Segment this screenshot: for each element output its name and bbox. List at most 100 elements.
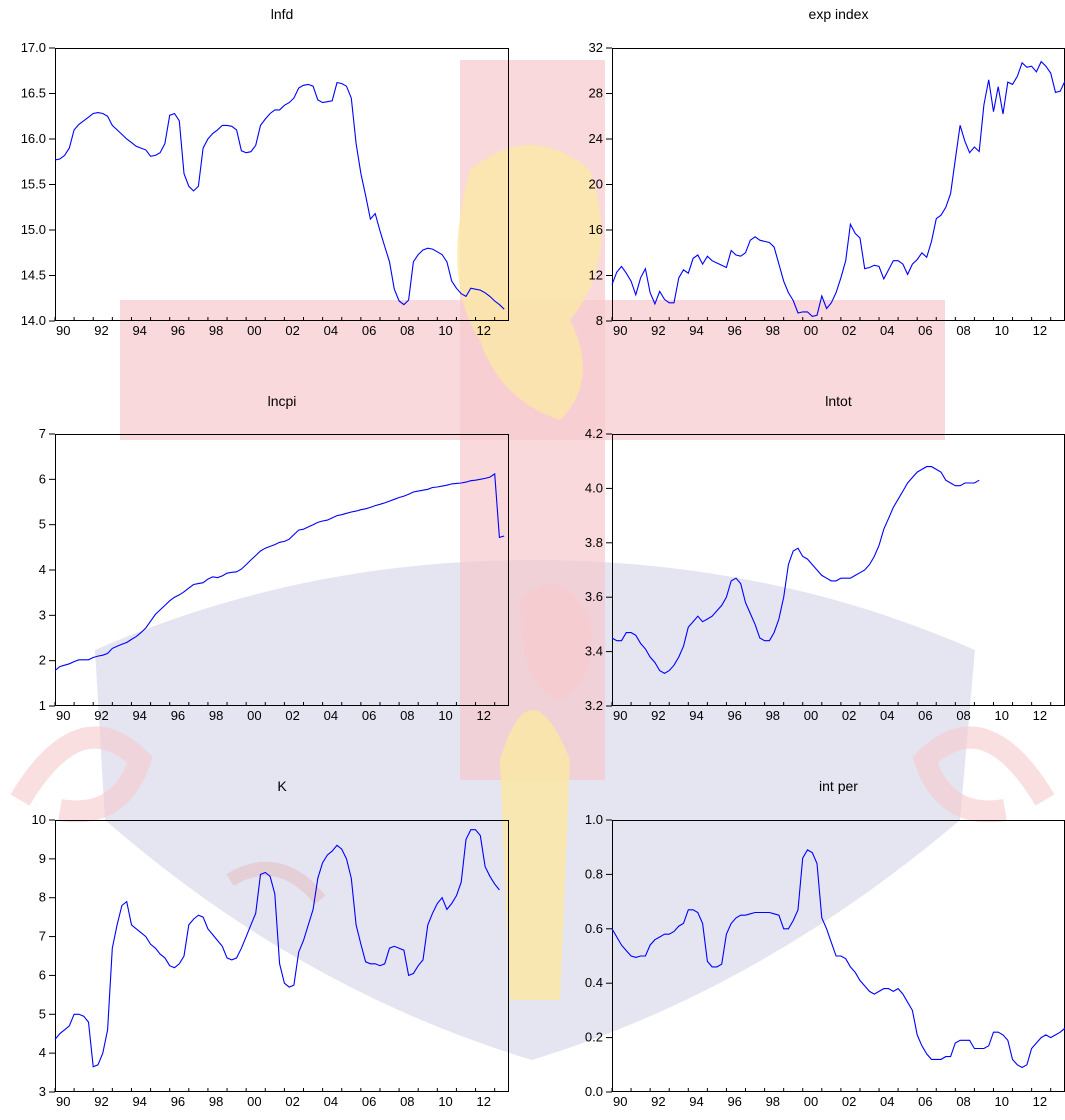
y-tick-label: 7 [39,929,46,944]
x-tick-label: 98 [209,323,223,338]
y-tick-label: 0.8 [585,866,603,881]
x-tick-label: 10 [438,323,452,338]
y-tick-label: 1 [39,698,46,713]
y-tick-label: 16 [589,222,603,237]
x-tick-label: 00 [804,1094,818,1109]
chart-panel: lntot 3.2 3.4 3.6 3.8 4.0 4.2 90 92 94 96 98 00 02 04 0… [585,393,1065,723]
chart-panel: K 3 4 5 6 7 8 9 10 90 92 94 96 98 00 02 04 06 08 10 12 [32,778,509,1109]
y-tick-label: 17.0 [21,40,46,55]
x-tick-label: 06 [362,708,376,723]
y-tick-label: 3.2 [585,698,603,713]
plot-frame [55,820,509,1092]
x-tick-label: 12 [477,708,491,723]
y-tick-label: 28 [589,86,603,101]
x-tick-label: 00 [247,323,261,338]
y-tick-label: 5 [39,517,46,532]
x-tick-label: 96 [171,708,185,723]
x-tick-label: 04 [880,1094,894,1109]
series-line [54,81,505,310]
plot-frame [55,434,509,706]
x-tick-label: 92 [651,708,665,723]
x-tick-label: 96 [727,1094,741,1109]
y-tick-label: 6 [39,471,46,486]
series-line [611,466,980,675]
y-tick-label: 4 [39,1045,46,1060]
chart-title: K [277,778,287,794]
y-tick-label: 0.2 [585,1030,603,1045]
y-tick-label: 16.0 [21,131,46,146]
x-tick-label: 02 [842,1094,856,1109]
x-tick-label: 08 [956,708,970,723]
x-tick-label: 92 [651,1094,665,1109]
x-tick-label: 04 [880,708,894,723]
x-tick-label: 92 [94,323,108,338]
series-line [54,829,500,1068]
plot-frame [612,434,1065,706]
y-tick-label: 15.0 [21,222,46,237]
x-tick-label: 08 [956,323,970,338]
x-tick-label: 00 [247,708,261,723]
x-tick-label: 90 [613,323,627,338]
x-tick-label: 12 [477,1094,491,1109]
plot-frame [55,48,509,321]
x-tick-label: 08 [400,708,414,723]
x-tick-label: 12 [1033,708,1047,723]
y-tick-label: 3 [39,1084,46,1099]
chart-panel: int per 0.0 0.2 0.4 0.6 0.8 1.0 90 92 94 96 98 00 02 0… [585,778,1065,1109]
crest-torch-shape [500,710,570,1000]
y-tick-label: 4 [39,562,46,577]
y-tick-label: 10 [32,812,46,827]
y-tick-label: 14.5 [21,268,46,283]
x-tick-label: 04 [880,323,894,338]
x-tick-label: 08 [400,323,414,338]
x-tick-label: 98 [766,1094,780,1109]
y-tick-label: 8 [596,313,603,328]
x-tick-label: 90 [56,323,70,338]
y-tick-label: 0.4 [585,975,603,990]
x-tick-label: 92 [94,1094,108,1109]
x-tick-label: 10 [994,708,1008,723]
x-tick-label: 90 [56,708,70,723]
x-tick-label: 94 [132,708,146,723]
x-tick-label: 12 [1033,1094,1047,1109]
y-tick-label: 7 [39,426,46,441]
y-tick-label: 0.0 [585,1084,603,1099]
x-tick-label: 02 [842,323,856,338]
x-tick-label: 10 [438,1094,452,1109]
chart-panel: exp index 8 12 16 20 24 28 32 90 92 94 96 98 00 02 04 06… [589,6,1065,338]
y-tick-label: 6 [39,967,46,982]
chart-title: int per [819,778,858,794]
series-line [54,472,505,672]
x-tick-label: 98 [766,708,780,723]
x-tick-label: 06 [918,1094,932,1109]
x-tick-label: 92 [651,323,665,338]
crest-scroll-left-shape [10,726,153,823]
x-tick-label: 94 [689,708,703,723]
x-tick-label: 00 [804,323,818,338]
x-tick-label: 92 [94,708,108,723]
y-tick-label: 12 [589,268,603,283]
x-tick-label: 04 [324,323,338,338]
crest-ribbon-shape [226,861,326,905]
x-tick-label: 96 [171,1094,185,1109]
y-tick-label: 4.0 [585,480,603,495]
x-tick-label: 98 [766,323,780,338]
x-tick-label: 98 [209,708,223,723]
chart-title: exp index [809,6,869,22]
y-tick-label: 3.8 [585,535,603,550]
y-tick-label: 0.6 [585,921,603,936]
x-tick-label: 02 [285,708,299,723]
y-tick-label: 20 [589,177,603,192]
y-tick-label: 3 [39,607,46,622]
x-tick-label: 00 [804,708,818,723]
y-tick-label: 16.5 [21,86,46,101]
x-tick-label: 04 [324,708,338,723]
x-tick-label: 90 [613,708,627,723]
y-tick-label: 3.4 [585,644,603,659]
y-tick-label: 2 [39,653,46,668]
series-line [611,60,1065,318]
chart-panel: lnfd 14.0 14.5 15.0 15.5 16.0 16.5 17.0 90 92 94 96… [21,6,509,338]
chart-title: lnfd [271,6,294,22]
y-tick-label: 32 [589,40,603,55]
